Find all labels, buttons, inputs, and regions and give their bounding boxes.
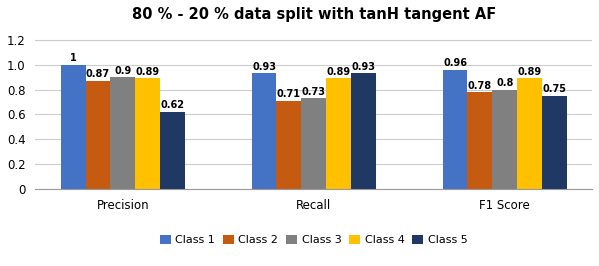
Text: 0.75: 0.75 <box>542 84 566 94</box>
Text: 0.89: 0.89 <box>518 67 541 77</box>
Text: 0.89: 0.89 <box>326 67 350 77</box>
Bar <box>60 65 86 189</box>
Text: 0.87: 0.87 <box>86 69 110 79</box>
Bar <box>252 73 277 189</box>
Bar <box>135 78 160 189</box>
Text: 1: 1 <box>69 53 77 63</box>
Bar <box>86 81 110 189</box>
Text: 0.73: 0.73 <box>302 87 326 97</box>
Text: 0.9: 0.9 <box>114 66 131 76</box>
Text: 0.62: 0.62 <box>161 101 184 110</box>
Text: 0.93: 0.93 <box>252 62 276 72</box>
Bar <box>351 73 376 189</box>
Bar <box>443 70 467 189</box>
Text: 0.8: 0.8 <box>496 78 513 88</box>
Text: 0.89: 0.89 <box>135 67 160 77</box>
Bar <box>542 96 567 189</box>
Bar <box>492 90 517 189</box>
Text: 0.96: 0.96 <box>443 58 467 68</box>
Bar <box>277 101 301 189</box>
Title: 80 % - 20 % data split with tanH tangent AF: 80 % - 20 % data split with tanH tangent… <box>132 7 496 22</box>
Legend: Class 1, Class 2, Class 3, Class 4, Class 5: Class 1, Class 2, Class 3, Class 4, Clas… <box>155 230 472 250</box>
Bar <box>326 78 351 189</box>
Bar <box>467 92 492 189</box>
Bar <box>110 77 135 189</box>
Text: 0.78: 0.78 <box>468 81 492 90</box>
Text: 0.71: 0.71 <box>277 89 301 99</box>
Bar <box>517 78 542 189</box>
Text: 0.93: 0.93 <box>352 62 376 72</box>
Bar <box>160 112 185 189</box>
Bar <box>301 98 326 189</box>
